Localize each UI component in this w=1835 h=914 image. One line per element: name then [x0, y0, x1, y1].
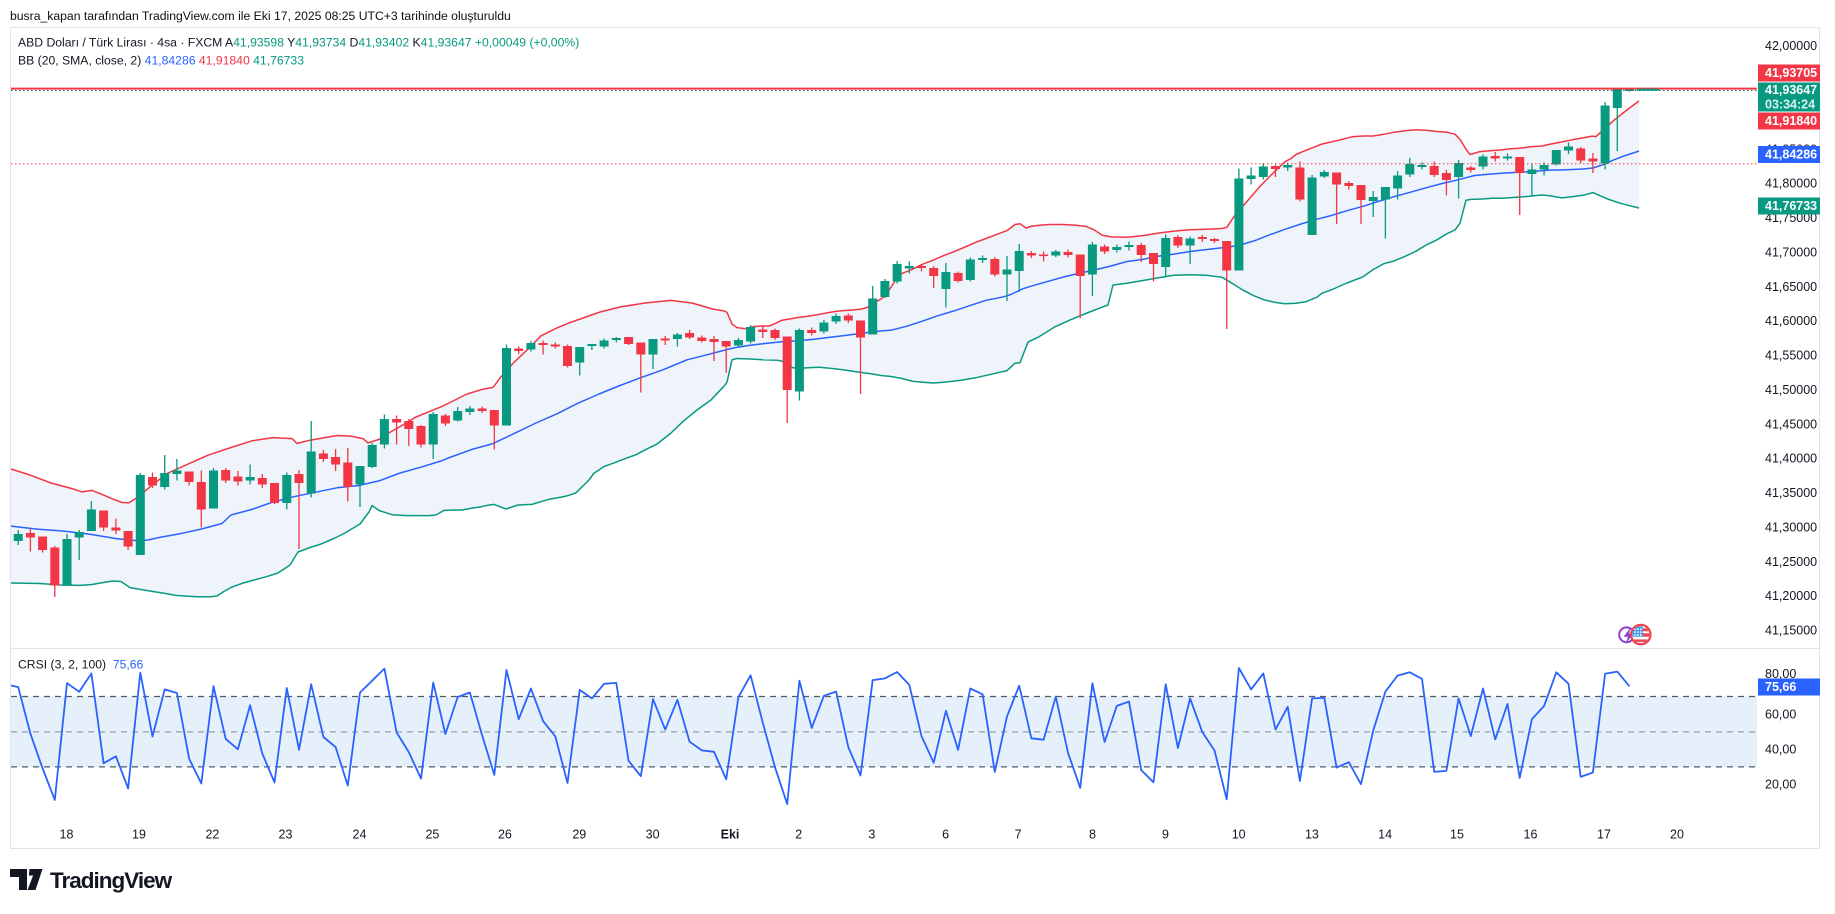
svg-text:10: 10: [1232, 828, 1246, 842]
svg-text:41,70000: 41,70000: [1765, 245, 1817, 259]
svg-text:23: 23: [279, 828, 293, 842]
svg-text:22: 22: [205, 828, 219, 842]
svg-text:41,35000: 41,35000: [1765, 486, 1817, 500]
svg-text:8: 8: [1089, 828, 1096, 842]
svg-text:41,93705: 41,93705: [1765, 66, 1817, 80]
svg-text:BB (20, SMA, close, 2) 41,8428: BB (20, SMA, close, 2) 41,84286 41,91840…: [18, 54, 304, 68]
svg-text:14: 14: [1378, 828, 1392, 842]
svg-text:20: 20: [1670, 828, 1684, 842]
svg-text:60,00: 60,00: [1765, 708, 1796, 722]
svg-text:3: 3: [868, 828, 875, 842]
svg-text:17: 17: [1597, 828, 1611, 842]
svg-text:30: 30: [646, 828, 660, 842]
svg-text:18: 18: [60, 828, 74, 842]
svg-text:41,65000: 41,65000: [1765, 280, 1817, 294]
svg-text:03:34:24: 03:34:24: [1765, 98, 1815, 112]
svg-text:41,45000: 41,45000: [1765, 417, 1817, 431]
svg-text:40,00: 40,00: [1765, 743, 1796, 757]
svg-text:42,00000: 42,00000: [1765, 39, 1817, 53]
svg-text:41,93647: 41,93647: [1765, 83, 1817, 97]
svg-text:15: 15: [1450, 828, 1464, 842]
svg-text:41,40000: 41,40000: [1765, 452, 1817, 466]
svg-text:24: 24: [353, 828, 367, 842]
svg-text:80,00: 80,00: [1765, 667, 1796, 681]
svg-text:20,00: 20,00: [1765, 777, 1796, 791]
svg-text:41,80000: 41,80000: [1765, 177, 1817, 191]
svg-text:41,15000: 41,15000: [1765, 624, 1817, 638]
svg-text:16: 16: [1524, 828, 1538, 842]
svg-text:41,55000: 41,55000: [1765, 349, 1817, 363]
svg-text:CRSI (3, 2, 100) 75,66: CRSI (3, 2, 100) 75,66: [18, 658, 144, 672]
svg-text:ABD Doları / Türk Lirası · 4sa: ABD Doları / Türk Lirası · 4sa · FXCM A4…: [18, 36, 579, 50]
svg-text:25: 25: [425, 828, 439, 842]
svg-text:41,76733: 41,76733: [1765, 199, 1817, 213]
svg-text:41,20000: 41,20000: [1765, 589, 1817, 603]
svg-text:41,30000: 41,30000: [1765, 520, 1817, 534]
svg-text:41,75000: 41,75000: [1765, 211, 1817, 225]
svg-text:41,25000: 41,25000: [1765, 555, 1817, 569]
svg-text:26: 26: [498, 828, 512, 842]
svg-text:9: 9: [1162, 828, 1169, 842]
svg-text:6: 6: [942, 828, 949, 842]
svg-text:41,50000: 41,50000: [1765, 383, 1817, 397]
svg-text:29: 29: [572, 828, 586, 842]
svg-text:19: 19: [132, 828, 146, 842]
svg-text:41,91840: 41,91840: [1765, 114, 1817, 128]
svg-text:TradingView: TradingView: [50, 868, 173, 893]
svg-text:75,66: 75,66: [1765, 680, 1796, 694]
svg-text:2: 2: [795, 828, 802, 842]
svg-text:Eki: Eki: [721, 828, 740, 842]
svg-text:41,60000: 41,60000: [1765, 314, 1817, 328]
svg-text:13: 13: [1305, 828, 1319, 842]
svg-text:41,84286: 41,84286: [1765, 148, 1817, 162]
svg-text:7: 7: [1015, 828, 1022, 842]
